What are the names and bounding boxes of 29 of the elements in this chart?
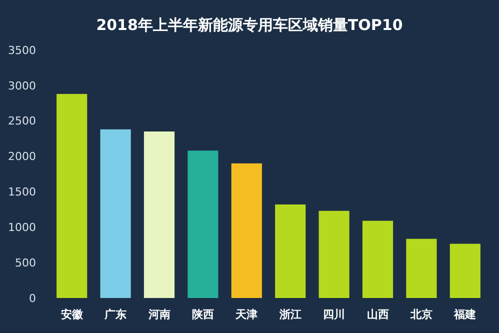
x-tick-label: 广东: [104, 308, 127, 321]
y-tick-label: 1000: [8, 220, 36, 234]
y-tick-label: 500: [15, 256, 36, 270]
bar: [450, 244, 480, 298]
y-tick-label: 1500: [8, 186, 36, 199]
x-tick-label: 山西: [366, 308, 389, 321]
y-tick-label: 3000: [8, 79, 36, 92]
bar: [100, 129, 131, 298]
x-tick-label: 福建: [453, 308, 476, 321]
y-tick-label: 0: [29, 292, 36, 305]
bar: [318, 210, 350, 298]
bar: [362, 220, 394, 298]
bar: [275, 204, 306, 298]
x-tick-label: 北京: [409, 308, 432, 321]
x-tick-label: 四川: [323, 308, 346, 321]
bar: [56, 94, 88, 298]
x-tick-label: 安徽: [60, 308, 84, 321]
bar: [188, 150, 218, 298]
x-tick-label: 浙江: [278, 308, 302, 321]
y-tick-label: 3500: [8, 44, 36, 57]
bar: [144, 131, 175, 298]
y-tick-label: 2500: [8, 114, 36, 128]
x-tick-label: 河南: [147, 308, 170, 321]
x-tick-label: 陕西: [192, 308, 214, 321]
y-tick-label: 2000: [8, 150, 36, 164]
bar: [231, 163, 262, 298]
x-tick-label: 天津: [234, 308, 258, 321]
bar: [406, 238, 437, 298]
chart-title: 2018年上半年新能源专用车区域销量TOP10: [96, 16, 403, 34]
